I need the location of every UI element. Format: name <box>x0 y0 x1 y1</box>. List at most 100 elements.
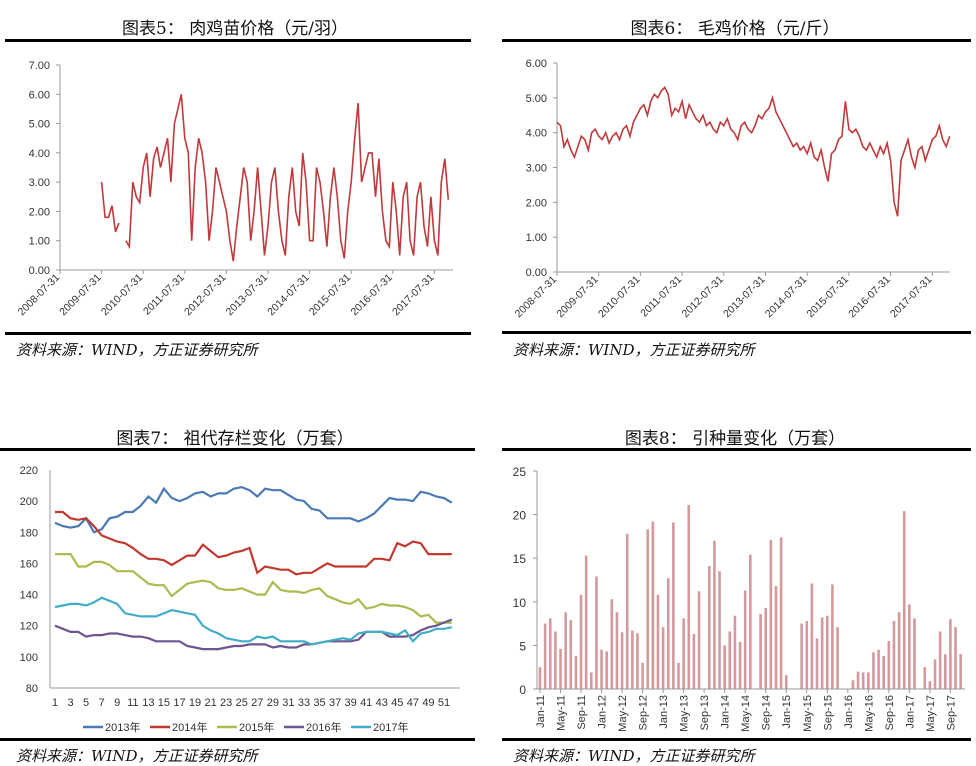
chart7-x-tick-label: 33 <box>298 697 310 709</box>
chart8-bar <box>954 627 957 689</box>
chart8-bar <box>938 631 942 689</box>
chart7-y-tick-label: 120 <box>20 621 38 633</box>
chart7-legend-label: 2014年 <box>172 720 207 734</box>
chart7-x-tick-label: 35 <box>313 697 325 709</box>
chart8-x-tick-label: Jan-14 <box>720 695 732 729</box>
chart8-bar <box>805 620 809 689</box>
chart8-bar <box>656 594 660 689</box>
chart8-bar <box>882 655 886 689</box>
chart5-x-tick-label: 2012-07-31 <box>182 272 229 319</box>
chart8-bar <box>718 571 721 689</box>
chart8-bar <box>600 649 603 689</box>
chart7-x-tick-label: 19 <box>189 697 201 709</box>
chart8-bar <box>779 537 783 689</box>
chart8-y-tick-label: 5 <box>519 639 526 653</box>
chart8-bar <box>897 612 901 689</box>
chart8-bar <box>913 618 916 689</box>
chart8-bar <box>820 617 824 689</box>
chart8-x-tick-label: May-16 <box>863 695 875 732</box>
chart8-bar <box>810 583 814 689</box>
chart6-y-tick-label: 3.00 <box>526 163 547 175</box>
chart6-x-tick-label: 2017-07-31 <box>888 274 935 321</box>
chart6-x-tick-label: 2015-07-31 <box>805 274 852 321</box>
chart8-bar <box>554 631 557 689</box>
chart6-y-tick-label: 5.00 <box>526 93 547 105</box>
chart8-source: 资料来源：WIND，方正证券研究所 <box>513 747 755 765</box>
chart5-y-tick-label: 0.00 <box>29 265 50 277</box>
chart8-bar <box>615 612 619 689</box>
chart6-x-tick-label: 2008-07-31 <box>513 274 560 321</box>
chart5-x-tick-label: 2010-07-31 <box>99 272 146 319</box>
chart7-x-tick-label: 29 <box>267 697 279 709</box>
chart8-bar <box>836 627 839 689</box>
chart8-bar <box>815 638 819 689</box>
chart8-x-tick-label: May-13 <box>679 695 691 732</box>
chart8-bar <box>867 672 870 689</box>
chart8-bar <box>548 618 552 689</box>
chart7-legend-label: 2015年 <box>239 720 274 734</box>
chart6-y-tick-label: 6.00 <box>526 58 547 70</box>
chart7-x-tick-label: 1 <box>52 697 58 709</box>
chart6-bottom-rule <box>502 331 971 334</box>
chart7-x-tick-label: 3 <box>67 697 73 709</box>
chart7-series-line-0 <box>54 485 453 534</box>
chart7-x-tick-label: 17 <box>173 697 185 709</box>
chart8-x-tick-label: May-11 <box>556 695 568 731</box>
chart8-x-tick-label: May-12 <box>617 695 629 732</box>
chart8-x-tick-label: May-17 <box>925 695 937 732</box>
chart7-legend-label: 2016年 <box>306 720 341 734</box>
chart8-bar <box>595 576 598 689</box>
chart8-x-tick-label: May-15 <box>802 695 814 732</box>
chart8-bar <box>631 630 634 689</box>
chart6-x-tick-label: 2016-07-31 <box>846 274 893 321</box>
chart8-bar <box>831 584 834 689</box>
chart8-x-tick-label: Sep-11 <box>576 695 588 730</box>
chart8-y-tick-label: 15 <box>513 552 527 566</box>
chart6-source: 资料来源：WIND，方正证券研究所 <box>513 341 755 359</box>
chart8-y-tick-label: 10 <box>513 596 527 610</box>
chart5-x-tick-label: 2008-07-31 <box>16 272 63 319</box>
chart7-x-tick-label: 51 <box>438 697 450 709</box>
chart7-x-tick-label: 13 <box>142 697 154 709</box>
chart7-y-tick-label: 100 <box>20 652 38 664</box>
chart7-x-tick-label: 9 <box>114 697 120 709</box>
chart8-bar <box>723 645 726 689</box>
chart8-bar <box>800 623 803 689</box>
chart5-x-tick-label: 2017-07-31 <box>390 272 437 319</box>
chart7-series-line-2 <box>55 553 452 624</box>
chart7-x-tick-label: 11 <box>127 697 138 709</box>
chart8-bottom-rule <box>502 738 971 741</box>
chart7-x-tick-label: 25 <box>236 697 248 709</box>
chart7-x-tick-label: 27 <box>251 697 263 709</box>
chart8-bar <box>872 652 875 689</box>
chart8-y-tick-label: 20 <box>513 509 527 523</box>
chart6-x-tick-label: 2014-07-31 <box>763 274 810 321</box>
chart7-x-tick-label: 43 <box>376 697 388 709</box>
chart8-bar <box>908 604 911 689</box>
chart8-bar <box>887 641 891 689</box>
chart8-bar <box>949 619 952 689</box>
chart8-bar <box>610 599 614 689</box>
chart8-bar <box>928 681 932 689</box>
chart5-x-tick-label: 2009-07-31 <box>57 272 104 319</box>
chart7-x-tick-label: 5 <box>83 697 89 709</box>
chart6-top-rule <box>502 39 971 42</box>
chart6-y-tick-label: 1.00 <box>526 232 547 244</box>
chart7-x-tick-label: 15 <box>158 697 170 709</box>
chart5-y-tick-label: 1.00 <box>29 236 50 248</box>
chart8-bar <box>743 590 747 689</box>
chart7-series-line-4 <box>54 596 453 646</box>
chart8-x-tick-label: Jan-17 <box>904 695 916 729</box>
chart8-bar <box>625 533 629 689</box>
chart8-x-tick-label: Jan-11 <box>535 695 547 728</box>
chart7-y-tick-label: 220 <box>20 465 38 477</box>
chart7-legend-label: 2017年 <box>373 720 408 734</box>
chart7-series-line-1 <box>55 510 452 576</box>
chart5-y-tick-label: 6.00 <box>29 89 50 101</box>
chart7-y-tick-label: 160 <box>20 558 38 570</box>
chart8-x-tick-label: Sep-12 <box>638 695 650 730</box>
chart7-x-tick-label: 23 <box>220 697 232 709</box>
chart8-x-tick-label: Jan-13 <box>658 695 670 729</box>
